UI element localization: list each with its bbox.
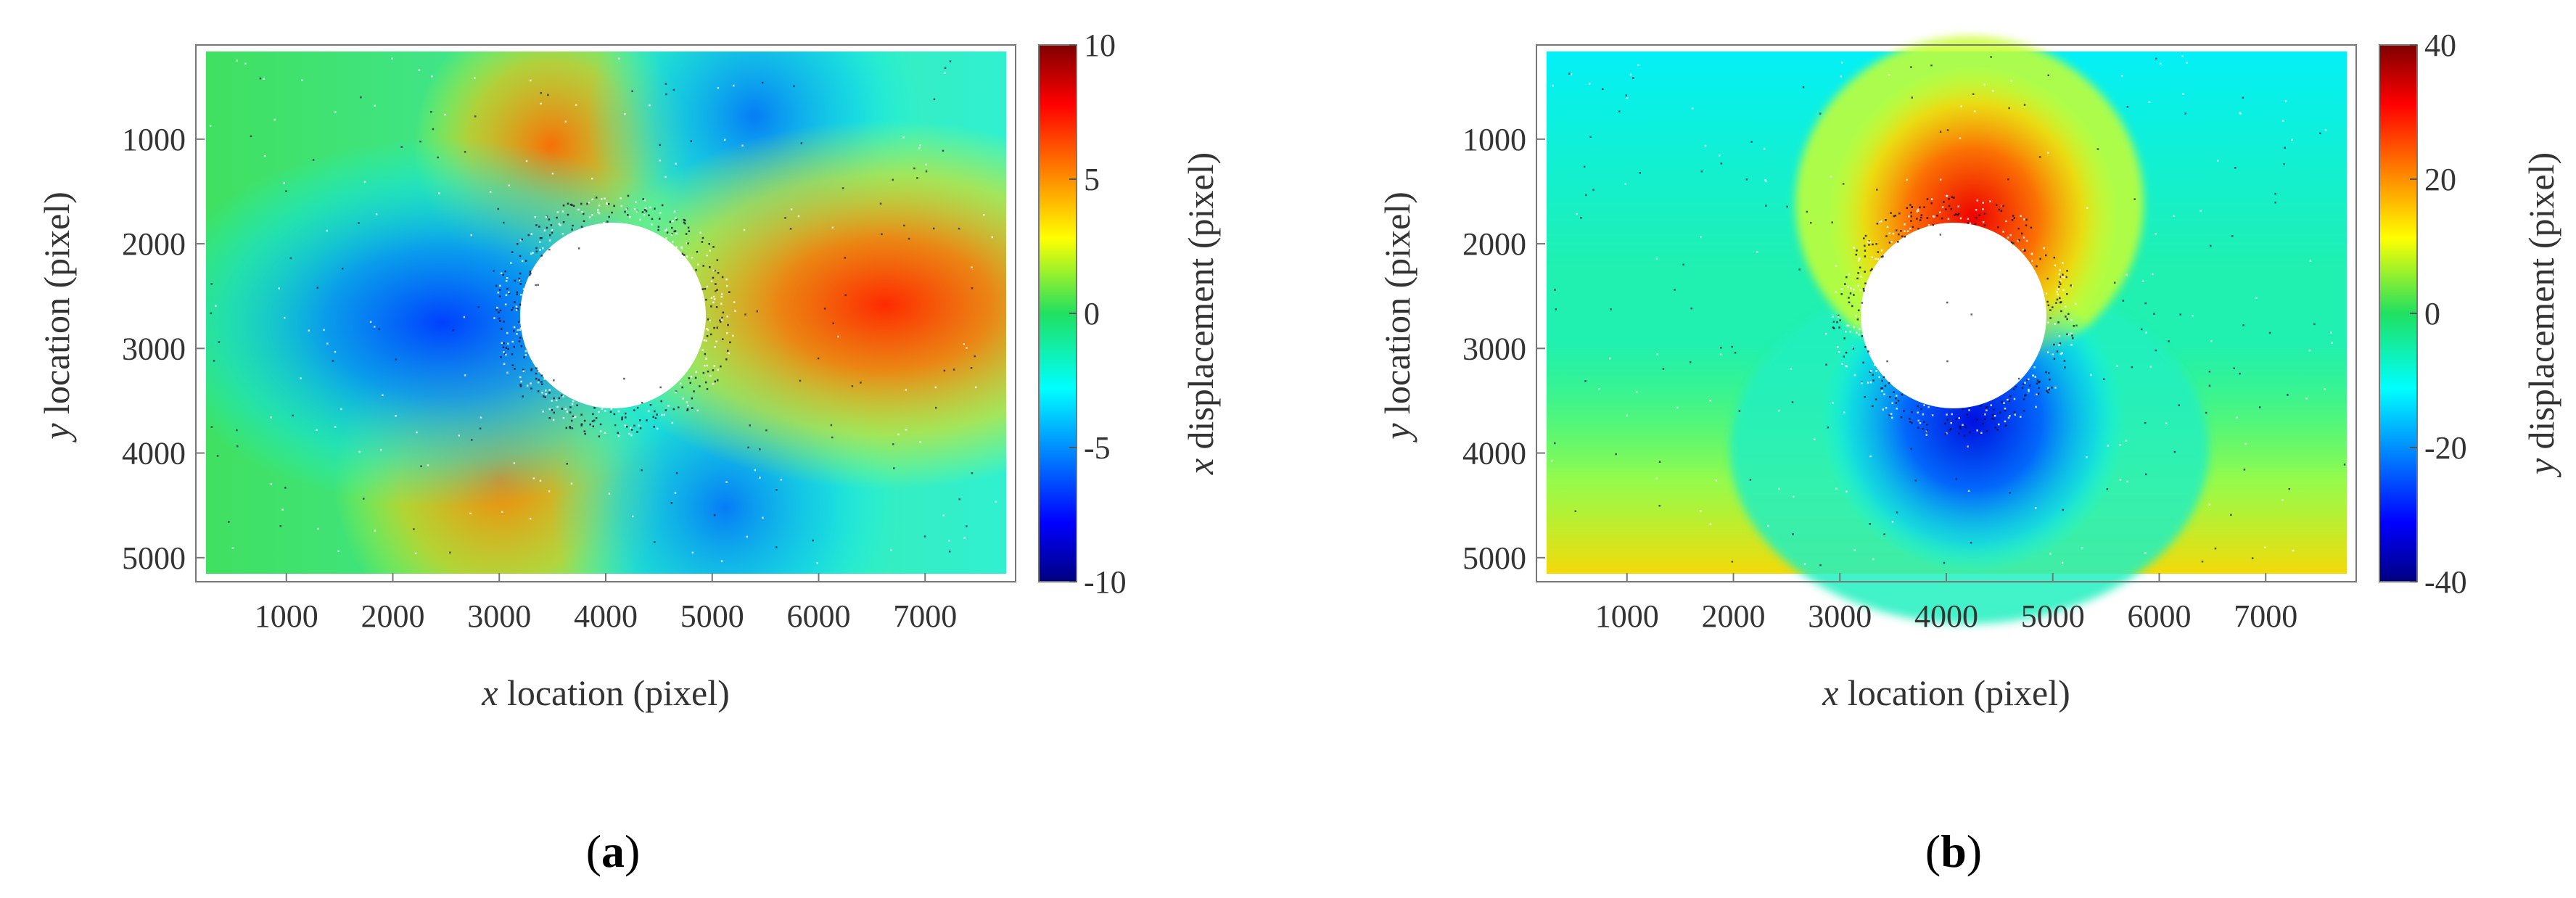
panel-a-ytick-label: 1000 — [122, 122, 186, 157]
panel-a-xtick-label: 6000 — [787, 598, 851, 634]
panel-a-colorbar-tick-label: 0 — [1084, 296, 1100, 331]
panel-b-colorbar-tick-label: 20 — [2424, 162, 2456, 197]
panel-a-heatmap — [206, 52, 1006, 574]
panel-a-colorbar-tick-label: -5 — [1084, 430, 1111, 466]
panel-a-ytick-label: 5000 — [122, 540, 186, 576]
panel-a-xtick-label: 2000 — [361, 598, 424, 634]
panel-a-colorbar-tick-label: -10 — [1084, 564, 1127, 600]
panel-b-label: (b) — [1925, 825, 1982, 877]
panel-b-speckle — [1551, 55, 2346, 567]
panel-a-ytick-label: 2000 — [122, 226, 186, 262]
panel-b-colorbar-tick-label: -20 — [2424, 430, 2467, 466]
panel-b-colorbar-ticks: 40 20 0 -20 -40 — [2410, 28, 2467, 600]
panel-a-ytick-label: 3000 — [122, 331, 186, 366]
panel-a-xlabel: x location (pixel) — [481, 672, 730, 713]
panel-b-xtick-label: 2000 — [1701, 598, 1765, 634]
panel-a-xtick-label: 7000 — [893, 598, 957, 634]
panel-b-ytick-label: 1000 — [1462, 122, 1526, 157]
panel-b-xlabel: x location (pixel) — [1822, 672, 2070, 713]
panel-a: 1000 2000 3000 4000 5000 6000 7000 1000 2000 3000… — [36, 28, 1221, 877]
panel-b-ytick-label: 4000 — [1462, 436, 1526, 471]
panel-a-xtick-label: 3000 — [467, 598, 531, 634]
panel-b-xtick-label: 1000 — [1595, 598, 1659, 634]
panel-a-ytick-label: 4000 — [122, 436, 186, 471]
panel-a-colorbar-label: x displacement (pixel) — [1180, 152, 1221, 475]
panel-b: 1000 2000 3000 4000 5000 6000 7000 1000 2000 3000… — [1377, 28, 2561, 877]
panel-b-xtick-label: 4000 — [1914, 598, 1978, 634]
panel-b-heatmap — [1547, 36, 2347, 624]
panel-b-ticks: 1000 2000 3000 4000 5000 6000 7000 1000 2000 3000… — [1462, 122, 2297, 634]
panel-b-ytick-label: 3000 — [1462, 331, 1526, 366]
panel-b-colorbar-tick-label: -40 — [2424, 564, 2467, 600]
panel-b-colorbar-label: y displacement (pixel) — [2521, 152, 2561, 478]
panel-a-xtick-label: 1000 — [255, 598, 318, 634]
panel-b-xtick-label: 7000 — [2234, 598, 2297, 634]
panel-a-speckle — [209, 57, 997, 564]
panel-a-ticks: 1000 2000 3000 4000 5000 6000 7000 1000 2000 3000… — [122, 122, 957, 634]
panel-b-colorbar-tick-label: 40 — [2424, 28, 2456, 63]
panel-a-xtick-label: 5000 — [680, 598, 744, 634]
panel-b-ytick-label: 2000 — [1462, 226, 1526, 262]
panel-a-label: (a) — [586, 825, 641, 877]
panel-a-hole — [520, 223, 706, 408]
panel-a-colorbar-ticks: 10 5 0 -5 -10 — [1069, 28, 1127, 600]
panel-b-xtick-label: 5000 — [2021, 598, 2085, 634]
panel-b-ytick-label: 5000 — [1462, 540, 1526, 576]
panel-b-xtick-label: 3000 — [1808, 598, 1872, 634]
panel-a-xtick-label: 4000 — [574, 598, 638, 634]
panel-a-ylabel: y location (pixel) — [36, 191, 77, 443]
panel-a-colorbar-tick-label: 10 — [1084, 28, 1116, 63]
panel-b-xtick-label: 6000 — [2128, 598, 2192, 634]
panel-b-hole — [1861, 223, 2046, 408]
panel-b-colorbar-tick-label: 0 — [2424, 296, 2440, 331]
panel-b-ylabel: y location (pixel) — [1377, 191, 1417, 443]
panel-a-colorbar-tick-label: 5 — [1084, 162, 1100, 197]
